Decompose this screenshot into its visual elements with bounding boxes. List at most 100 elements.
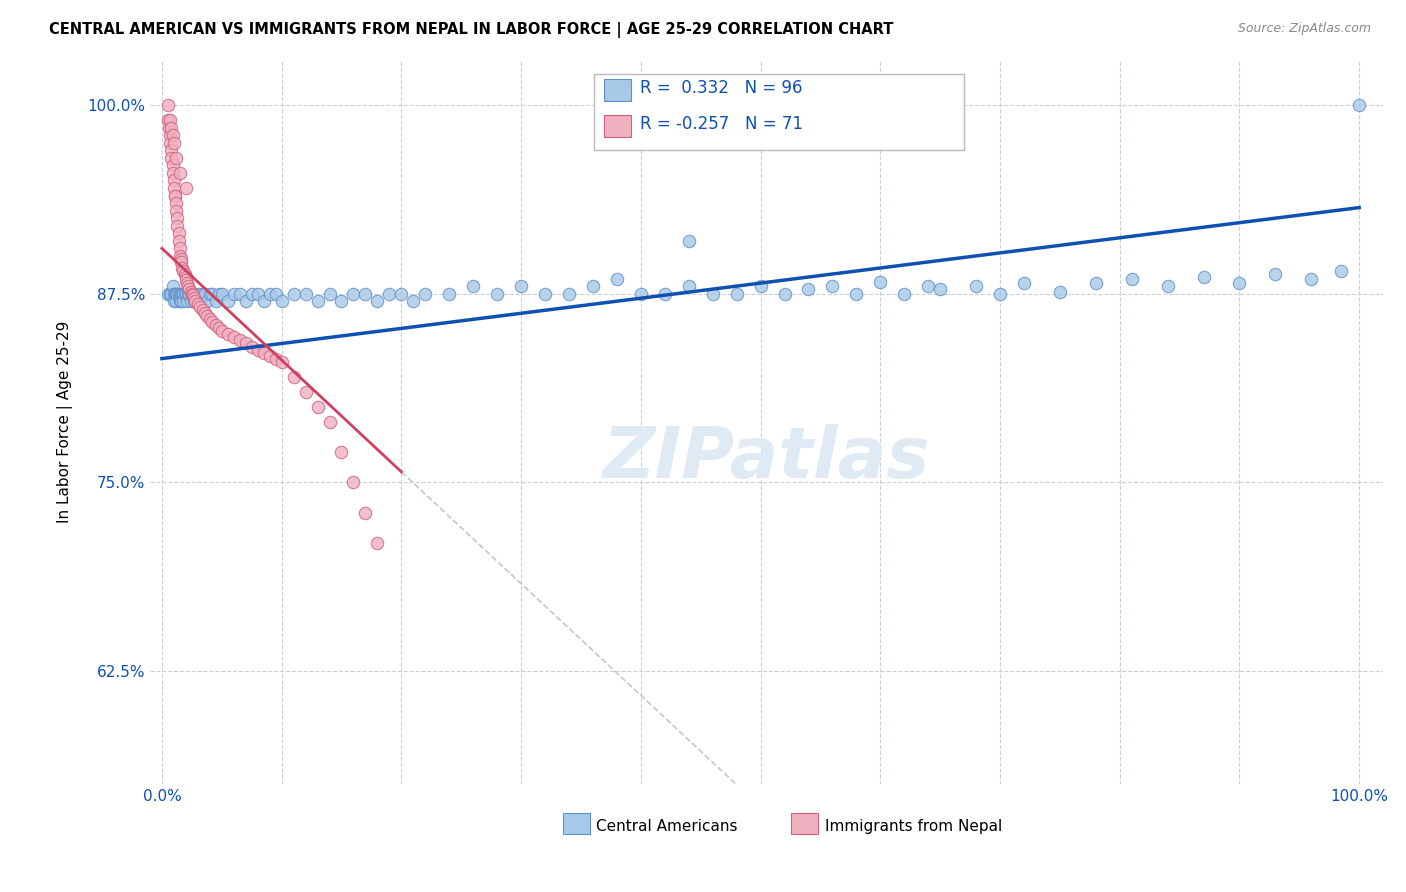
Point: [211, 325, 233, 339]
Point: [208, 286, 231, 301]
Point: [172, 264, 194, 278]
Point: [167, 234, 190, 248]
Point: [259, 286, 281, 301]
Point: [797, 282, 820, 296]
Point: [156, 286, 179, 301]
Point: [270, 354, 292, 368]
Point: [156, 98, 179, 112]
Point: [270, 294, 292, 309]
Point: [283, 369, 305, 384]
Point: [342, 286, 364, 301]
Point: [330, 294, 353, 309]
Point: [222, 286, 245, 301]
Point: [165, 151, 187, 165]
Point: [177, 279, 200, 293]
Point: [893, 286, 915, 301]
FancyBboxPatch shape: [792, 814, 818, 834]
Point: [378, 286, 401, 301]
Point: [402, 294, 425, 309]
Point: [173, 286, 195, 301]
Point: [354, 506, 377, 520]
Point: [366, 536, 388, 550]
Point: [197, 294, 219, 309]
Point: [181, 286, 204, 301]
Point: [240, 339, 263, 353]
FancyBboxPatch shape: [603, 79, 631, 101]
Point: [264, 286, 287, 301]
Point: [159, 128, 181, 142]
Point: [318, 415, 340, 429]
Point: [197, 310, 219, 324]
Point: [173, 267, 195, 281]
Point: [159, 286, 181, 301]
Point: [821, 279, 844, 293]
Point: [606, 271, 628, 285]
Point: [170, 252, 193, 266]
Point: [773, 286, 796, 301]
Point: [166, 219, 188, 233]
Point: [191, 303, 214, 318]
Point: [159, 113, 181, 128]
Text: R = -0.257   N = 71: R = -0.257 N = 71: [640, 115, 803, 134]
FancyBboxPatch shape: [603, 115, 631, 137]
Point: [165, 196, 187, 211]
FancyBboxPatch shape: [593, 74, 965, 150]
Point: [172, 294, 194, 309]
Point: [187, 297, 209, 311]
Point: [174, 270, 197, 285]
Point: [988, 286, 1011, 301]
Point: [174, 181, 197, 195]
Point: [1301, 271, 1323, 285]
Point: [163, 286, 186, 301]
Point: [160, 120, 183, 135]
Point: [183, 291, 205, 305]
Point: [163, 294, 186, 309]
Point: [235, 294, 257, 309]
Point: [172, 286, 194, 301]
Point: [169, 166, 191, 180]
Point: [246, 343, 269, 357]
Point: [169, 249, 191, 263]
Point: [1156, 279, 1178, 293]
Point: [166, 286, 188, 301]
Point: [678, 234, 700, 248]
Point: [167, 286, 190, 301]
Point: [307, 294, 329, 309]
Point: [162, 279, 184, 293]
Point: [180, 285, 202, 300]
Point: [165, 294, 187, 309]
Point: [162, 166, 184, 180]
Point: [318, 286, 340, 301]
Point: [184, 294, 207, 309]
Point: [917, 279, 939, 293]
Point: [165, 188, 187, 202]
Point: [188, 300, 211, 314]
Point: [184, 286, 207, 301]
Point: [307, 400, 329, 414]
Point: [253, 294, 276, 309]
Point: [1229, 276, 1251, 290]
Point: [169, 241, 191, 255]
Point: [180, 286, 202, 301]
Point: [678, 279, 700, 293]
Point: [1192, 270, 1215, 285]
Point: [176, 276, 198, 290]
Point: [1348, 98, 1371, 112]
Point: [187, 286, 209, 301]
Point: [162, 128, 184, 142]
Point: [630, 286, 652, 301]
Text: Immigrants from Nepal: Immigrants from Nepal: [824, 819, 1001, 834]
Point: [177, 286, 200, 301]
Point: [702, 286, 724, 301]
Point: [208, 321, 231, 335]
Point: [366, 294, 388, 309]
Text: ZIPatlas: ZIPatlas: [603, 424, 931, 492]
Point: [160, 151, 183, 165]
Point: [201, 286, 224, 301]
Point: [180, 286, 202, 301]
Point: [354, 286, 377, 301]
Point: [439, 286, 461, 301]
Point: [1264, 267, 1286, 281]
Point: [259, 349, 281, 363]
Point: [194, 306, 217, 320]
